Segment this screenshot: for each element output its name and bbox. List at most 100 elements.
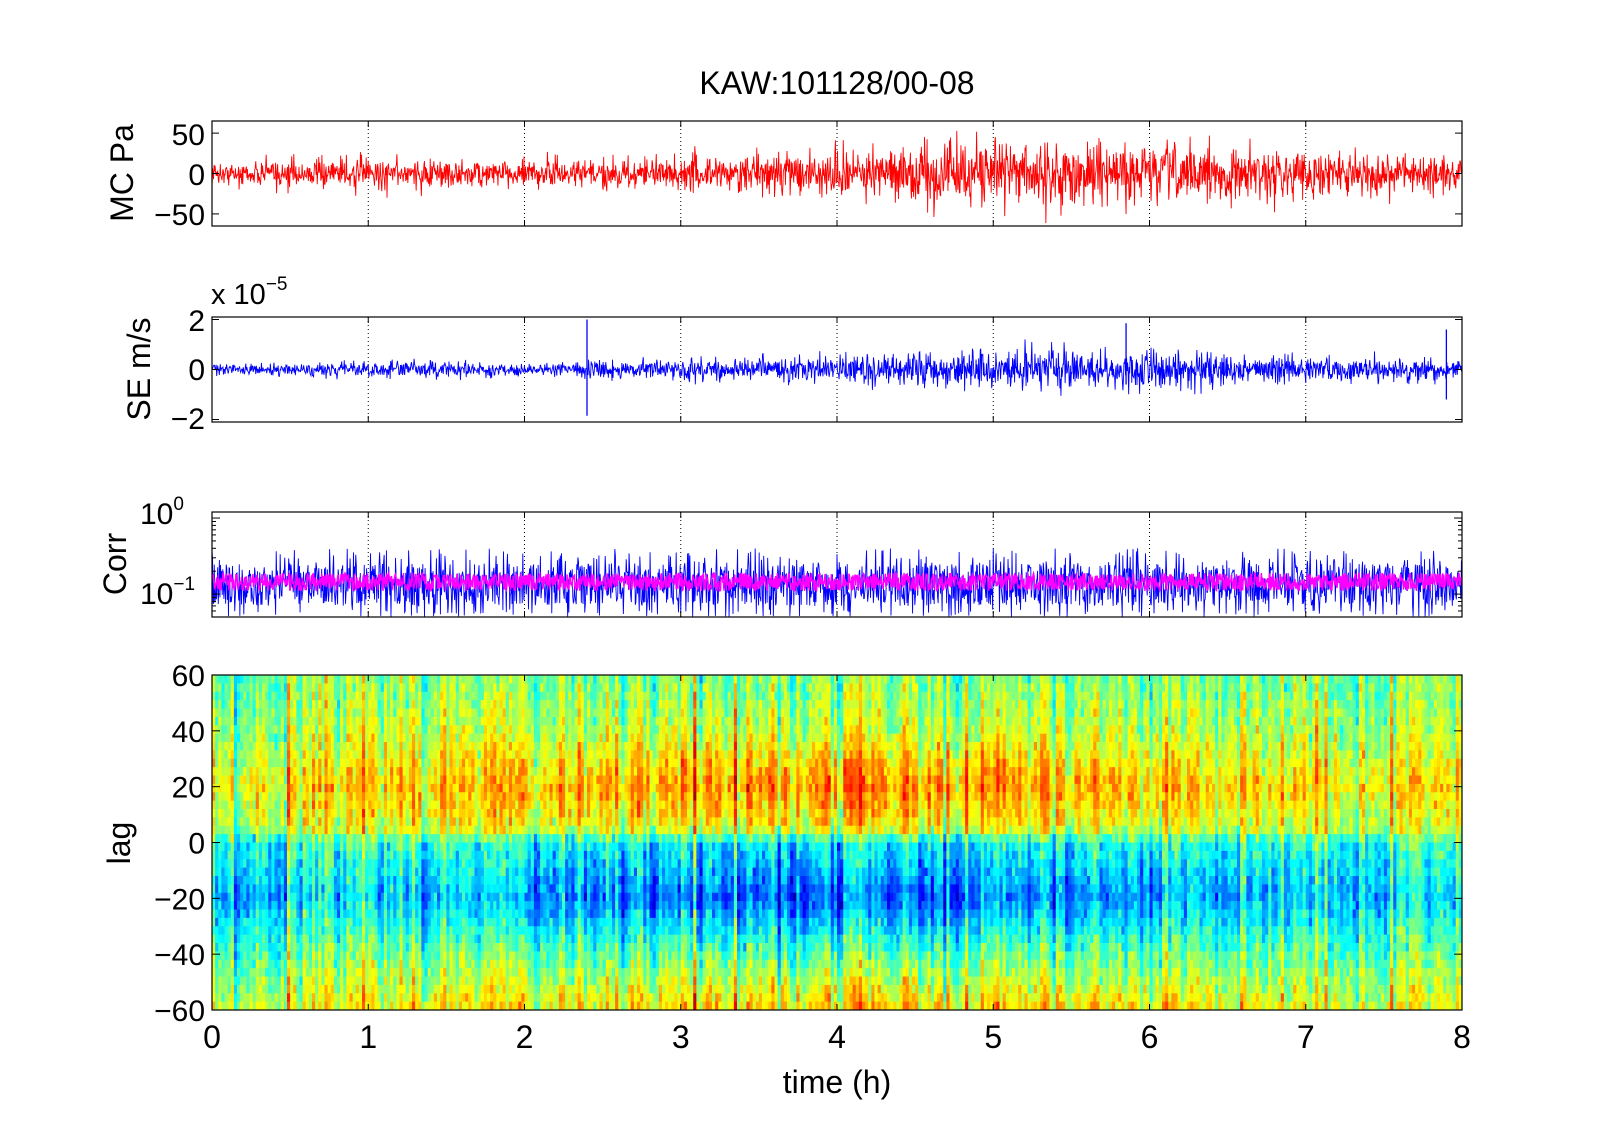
heatmap-cell [399, 825, 404, 835]
heatmap-cell [299, 968, 304, 978]
heatmap-cell [321, 901, 326, 911]
heatmap-cell [293, 716, 297, 726]
heatmap-cell [230, 959, 235, 969]
heatmap-cell [383, 708, 388, 718]
heatmap-cell [227, 817, 232, 827]
heatmap-cell [305, 683, 310, 693]
heatmap-cell [333, 976, 338, 986]
heatmap-cell [330, 691, 335, 701]
heatmap-cell [252, 800, 257, 810]
heatmap-cell [330, 783, 335, 793]
heatmap-cell [277, 800, 282, 810]
heatmap-cell [390, 800, 394, 810]
heatmap-cell [252, 1001, 257, 1010]
heatmap-cell [368, 825, 372, 835]
heatmap-cell [374, 934, 379, 944]
heatmap-cell [240, 884, 244, 894]
heatmap-cell [290, 683, 294, 693]
heatmap-cell [337, 716, 341, 726]
heatmap-cell [402, 859, 407, 869]
heatmap-cell [402, 767, 407, 777]
heatmap-cell [327, 691, 332, 701]
heatmap-cell [318, 758, 322, 768]
heatmap-cell [380, 817, 385, 827]
heatmap-cell [312, 917, 316, 927]
heatmap-cell [212, 716, 216, 726]
heatmap-cell [337, 993, 341, 1003]
heatmap-cell [374, 926, 379, 936]
heatmap-cell [318, 767, 322, 777]
heatmap-cell [233, 708, 238, 718]
heatmap-cell [271, 792, 276, 802]
heatmap-cell [237, 733, 241, 743]
heatmap-cell [371, 842, 376, 852]
heatmap-cell [333, 675, 338, 684]
heatmap-cell [362, 733, 366, 743]
heatmap-cell [368, 968, 372, 978]
heatmap-cell [268, 993, 272, 1003]
heatmap-cell [274, 708, 279, 718]
heatmap-cell [318, 1001, 322, 1010]
heatmap-cell [362, 968, 366, 978]
heatmap-cell [299, 750, 304, 760]
heatmap-cell [277, 917, 282, 927]
heatmap-cell [402, 809, 407, 818]
heatmap-cell [330, 825, 335, 835]
heatmap-cell [352, 691, 357, 701]
heatmap-cell [277, 783, 282, 793]
heatmap-cell [383, 859, 388, 869]
heatmap-cell [218, 733, 222, 743]
heatmap-cell [293, 742, 297, 751]
heatmap-cell [349, 700, 354, 710]
heatmap-cell [380, 750, 385, 760]
heatmap-cell [287, 876, 291, 885]
heatmap-cell [346, 742, 351, 751]
heatmap-cell [212, 976, 216, 986]
heatmap-cell [227, 742, 232, 751]
heatmap-cell [290, 716, 294, 726]
heatmap-cell [215, 968, 219, 978]
heatmap-cell [349, 968, 354, 978]
heatmap-cell [330, 842, 335, 852]
heatmap-cell [230, 716, 235, 726]
heatmap-cell [227, 708, 232, 718]
heatmap-cell [258, 675, 263, 684]
heatmap-cell [240, 700, 244, 710]
heatmap-cell [280, 809, 285, 818]
heatmap-cell [321, 758, 326, 768]
heatmap-cell [358, 792, 363, 802]
heatmap-cell [399, 716, 404, 726]
heatmap-cell [287, 934, 291, 944]
heatmap-cell [377, 825, 382, 835]
heatmap-cell [305, 993, 310, 1003]
heatmap-cell [237, 675, 241, 684]
heatmap-cell [362, 892, 366, 902]
heatmap-cell [218, 783, 222, 793]
heatmap-cell [387, 700, 391, 710]
heatmap-cell [290, 809, 294, 818]
heatmap-cell [233, 809, 238, 818]
heatmap-cell [293, 901, 297, 911]
heatmap-cell [374, 767, 379, 777]
heatmap-cell [212, 792, 216, 802]
heatmap-cell [399, 775, 404, 785]
heatmap-cell [290, 758, 294, 768]
heatmap-cell [302, 742, 307, 751]
heatmap-cell [330, 675, 335, 684]
heatmap-cell [371, 758, 376, 768]
heatmap-cell [212, 968, 216, 978]
heatmap-cell [227, 775, 232, 785]
heatmap-cell [283, 984, 288, 994]
heatmap-cell [330, 926, 335, 936]
heatmap-cell [258, 725, 263, 735]
heatmap-cell [290, 708, 294, 718]
heatmap-cell [315, 993, 319, 1003]
heatmap-cell [387, 733, 391, 743]
heatmap-cell [283, 951, 288, 961]
heatmap-cell [352, 834, 357, 844]
heatmap-cell [377, 809, 382, 818]
heatmap-cell [399, 809, 404, 818]
heatmap-cell [324, 742, 329, 751]
heatmap-cell [293, 917, 297, 927]
heatmap-cell [277, 834, 282, 844]
